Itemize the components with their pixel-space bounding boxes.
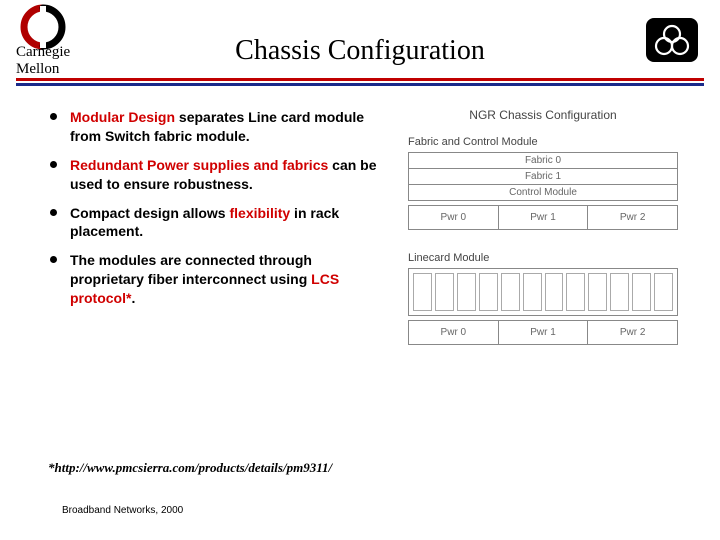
bullet-text-pre: The modules are connected through propri… (70, 252, 312, 287)
linecard-slot (413, 273, 432, 311)
brand-line1: Carnegie (16, 44, 70, 61)
bullet-item: Redundant Power supplies and fabrics can… (48, 156, 378, 194)
linecard-slot (457, 273, 476, 311)
bullet-highlight: flexibility (229, 205, 290, 221)
linecard-slot (632, 273, 651, 311)
figure-title: NGR Chassis Configuration (390, 108, 696, 122)
bullet-text-pre: Compact design allows (70, 205, 229, 221)
linecard-slot (654, 273, 673, 311)
bullet-item: Modular Design separates Line card modul… (48, 108, 378, 146)
module-row: Control Module (409, 185, 677, 200)
footnote: *http://www.pmcsierra.com/products/detai… (48, 460, 332, 476)
linecard-box (408, 268, 678, 316)
power-cell: Pwr 0 (409, 206, 499, 229)
linecard-slot (588, 273, 607, 311)
brand-line2: Mellon (16, 61, 70, 78)
header: Carnegie Mellon Chassis Configuration (0, 0, 720, 72)
module-row: Fabric 0 (409, 153, 677, 169)
power-cell: Pwr 0 (409, 321, 499, 344)
linecard-slot (479, 273, 498, 311)
linecard-slot (566, 273, 585, 311)
module-row: Fabric 1 (409, 169, 677, 185)
figure-panel: NGR Chassis Configuration Fabric and Con… (390, 108, 696, 345)
fabric-module-box: Fabric 0 Fabric 1 Control Module (408, 152, 678, 201)
power-row-bottom: Pwr 0 Pwr 1 Pwr 2 (408, 320, 678, 345)
power-cell: Pwr 1 (499, 206, 589, 229)
power-cell: Pwr 1 (499, 321, 589, 344)
fabric-module-label: Fabric and Control Module (408, 136, 696, 148)
brand-name: Carnegie Mellon (16, 44, 70, 77)
partner-logo (646, 18, 698, 62)
power-cell: Pwr 2 (588, 321, 677, 344)
linecard-slot (501, 273, 520, 311)
linecard-label: Linecard Module (408, 252, 696, 264)
bullet-list: Modular Design separates Line card modul… (48, 108, 378, 345)
linecard-slot (545, 273, 564, 311)
bullet-item: The modules are connected through propri… (48, 251, 378, 308)
footer: Broadband Networks, 2000 (62, 505, 183, 516)
bullet-item: Compact design allows flexibility in rac… (48, 204, 378, 242)
content-area: Modular Design separates Line card modul… (0, 86, 720, 345)
linecard-slot (435, 273, 454, 311)
slide-title: Chassis Configuration (0, 35, 720, 67)
power-row-top: Pwr 0 Pwr 1 Pwr 2 (408, 205, 678, 230)
divider-rule (16, 78, 704, 86)
bullet-highlight: Redundant Power supplies and fabrics (70, 157, 328, 173)
bullet-highlight: Modular Design (70, 109, 175, 125)
linecard-slot (610, 273, 629, 311)
bullet-text-post: . (131, 290, 135, 306)
linecard-slot (523, 273, 542, 311)
power-cell: Pwr 2 (588, 206, 677, 229)
